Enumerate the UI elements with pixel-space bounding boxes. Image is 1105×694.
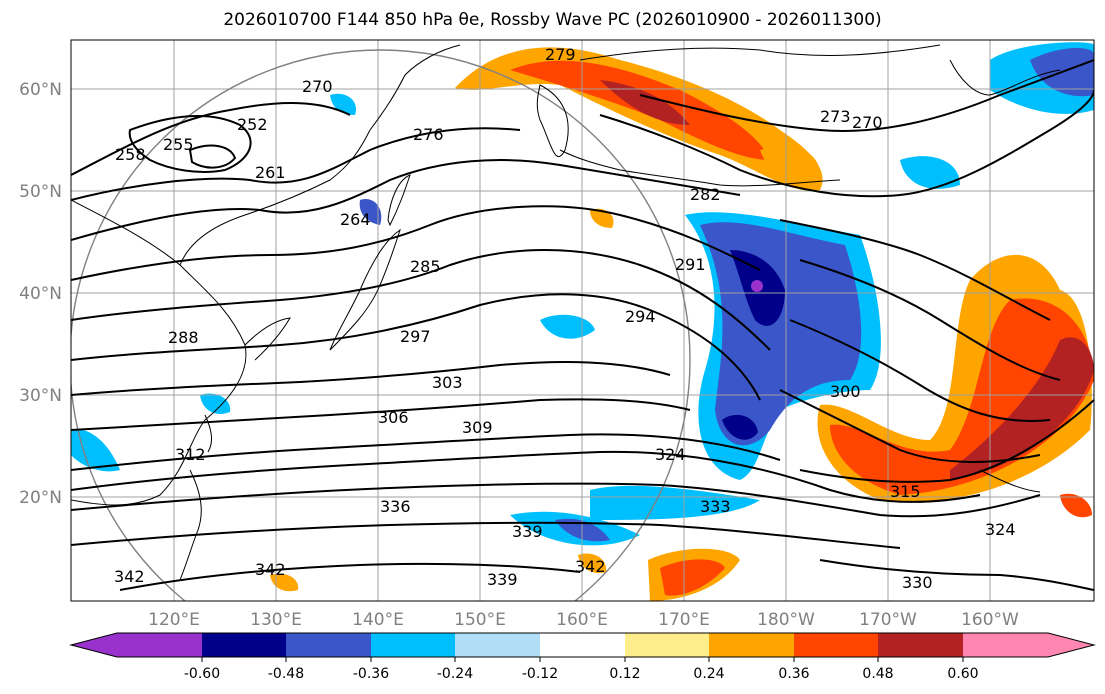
colorbar-label: 0.24 [693,666,724,682]
anomaly-shading [71,42,1094,601]
contour-label: 339 [512,522,543,541]
map-grid [71,40,1094,601]
colorbar-segment [455,633,540,657]
colorbar-segment [202,633,286,657]
colorbar-over-arrow [1048,633,1094,657]
contour-label: 324 [655,445,686,464]
colorbar-label: 0.60 [947,666,978,682]
colorbar-label: -0.12 [522,666,558,682]
contour-label: 273 [820,107,851,126]
lat-tick-label: 30°N [19,386,62,406]
contour-label: 306 [378,408,409,427]
colorbar-segment [963,633,1048,657]
contour-label: 288 [168,328,199,347]
colorbar-segment [371,633,455,657]
contour-label: 270 [302,77,333,96]
lat-tick-label: 40°N [19,284,62,304]
contour-labels: 279 276 282 285 288 291 294 297 300 303 … [114,45,1016,592]
lon-tick-label: 180°W [757,610,815,630]
contour-label: 291 [675,255,706,274]
contour-label: 330 [902,573,933,592]
lon-tick-label: 140°E [352,610,404,630]
colorbar-label: -0.48 [268,666,304,682]
lon-tick-label: 150°E [454,610,506,630]
contour-label: 312 [175,445,206,464]
contour-label: 285 [410,257,441,276]
contour-label: 339 [487,570,518,589]
colorbar-segment [625,633,709,657]
theta-e-contours [71,59,1094,591]
lon-tick-label: 130°E [250,610,302,630]
contour-label: 324 [985,520,1016,539]
contour-label: 276 [413,125,444,144]
colorbar-segment [878,633,963,657]
colorbar-segment [540,633,625,657]
radius-circle [71,49,691,601]
contour-label: 264 [340,210,371,229]
lat-tick-label: 60°N [19,80,62,100]
lat-tick-label: 50°N [19,182,62,202]
lon-tick-label: 170°W [859,610,917,630]
contour-label: 303 [432,373,463,392]
colorbar-segment [117,633,202,657]
contour-label: 282 [690,185,721,204]
contour-label: 294 [625,307,656,326]
colorbar-label: 0.48 [862,666,893,682]
contour-label: 279 [545,45,576,64]
map-frame [70,39,1095,602]
contour-label: 297 [400,327,431,346]
contour-label: 342 [255,560,286,579]
map-title: 2026010700 F144 850 hPa θe, Rossby Wave … [223,10,882,30]
colorbar-label: 0.36 [778,666,809,682]
lat-tick-label: 20°N [19,488,62,508]
contour-label: 333 [700,497,731,516]
map-plot: 279 276 282 285 288 291 294 297 300 303 … [71,40,1094,601]
colorbar-segment [709,633,794,657]
longitude-ticks: 120°E 130°E 140°E 150°E 160°E 170°E 180°… [148,610,1019,630]
latitude-ticks: 60°N 50°N 40°N 30°N 20°N [19,80,62,508]
contour-label: 315 [890,482,921,501]
colorbar-segment [286,633,371,657]
contour-label: 255 [163,135,194,154]
colorbar-label: 0.12 [609,666,640,682]
colorbar-segment [794,633,878,657]
contour-label: 336 [380,497,411,516]
colorbar: -0.60 -0.48 -0.36 -0.24 -0.12 0.12 0.24 … [69,632,1096,682]
colorbar-label: -0.24 [437,666,473,682]
colorbar-label: -0.60 [184,666,220,682]
contour-label: 252 [237,115,268,134]
contour-label: 309 [462,418,493,437]
contour-label: 258 [115,145,146,164]
contour-label: 270 [852,113,883,132]
lon-tick-label: 120°E [148,610,200,630]
lon-tick-label: 170°E [658,610,710,630]
lon-tick-label: 160°W [961,610,1019,630]
lon-tick-label: 160°E [556,610,608,630]
contour-label: 342 [575,557,606,576]
contour-label: 300 [830,382,861,401]
contour-label: 342 [114,567,145,586]
colorbar-label: -0.36 [353,666,389,682]
colorbar-under-arrow [71,633,117,657]
contour-label: 261 [255,163,286,182]
